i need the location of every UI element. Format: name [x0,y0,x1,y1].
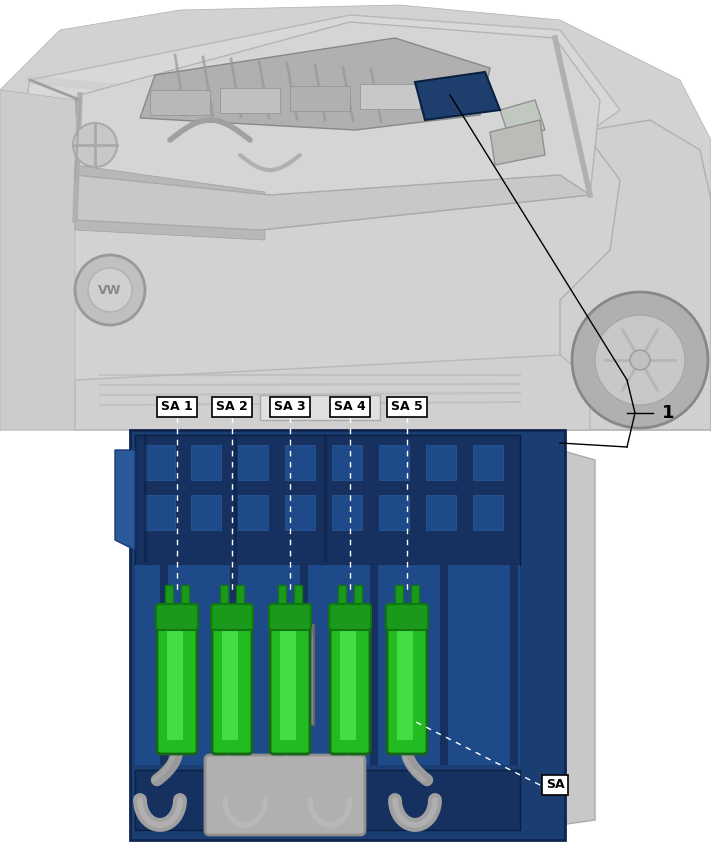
Bar [238,445,268,480]
Bar [332,445,362,480]
Polygon shape [75,40,590,195]
Circle shape [272,610,312,650]
Bar [220,585,228,620]
Bar [135,770,520,830]
Bar [270,625,314,725]
Bar [260,395,380,420]
Circle shape [88,268,132,312]
Polygon shape [525,440,595,830]
Polygon shape [560,120,711,430]
Bar [397,625,413,740]
Text: SA: SA [545,778,565,791]
FancyBboxPatch shape [157,611,197,754]
Circle shape [75,255,145,325]
FancyBboxPatch shape [205,755,365,835]
Bar [338,585,346,620]
Bar [165,585,173,620]
Polygon shape [490,120,545,165]
Bar [181,585,189,620]
Bar [379,495,409,530]
Text: SA 3: SA 3 [274,401,306,413]
Text: SA 1: SA 1 [161,401,193,413]
Bar [379,445,409,480]
Circle shape [73,123,117,167]
Bar [426,445,456,480]
Polygon shape [415,72,500,120]
FancyBboxPatch shape [270,611,310,754]
Polygon shape [115,450,135,550]
Bar [238,495,268,530]
Bar [135,565,520,765]
Bar [0,0,711,430]
Circle shape [630,350,650,370]
Bar [290,86,350,111]
Text: SA 4: SA 4 [334,401,366,413]
FancyBboxPatch shape [387,611,427,754]
Polygon shape [0,5,711,430]
Polygon shape [75,175,590,230]
Bar [130,430,565,840]
Bar [370,565,378,765]
FancyBboxPatch shape [386,604,428,630]
Bar [280,625,296,740]
Bar [294,585,302,620]
Bar [360,84,420,109]
Text: VW: VW [98,284,122,296]
Bar [426,495,456,530]
Bar [278,585,286,620]
Bar [440,565,448,765]
Bar [222,625,238,740]
Bar [160,565,168,765]
Text: SA 5: SA 5 [391,401,423,413]
FancyBboxPatch shape [329,604,371,630]
Bar [285,495,315,530]
Bar [340,625,356,740]
Text: 1: 1 [662,404,675,422]
Bar [230,565,238,765]
Bar [354,585,362,620]
Bar [220,88,280,113]
Bar [473,445,503,480]
Polygon shape [20,15,620,200]
Bar [150,90,210,115]
Circle shape [572,292,708,428]
Bar [285,445,315,480]
Polygon shape [500,100,545,140]
Bar [191,445,221,480]
Text: SA 2: SA 2 [216,401,248,413]
Polygon shape [100,58,535,178]
FancyBboxPatch shape [269,604,311,630]
Polygon shape [75,355,590,430]
FancyBboxPatch shape [211,604,253,630]
Bar [145,445,175,480]
Bar [191,495,221,530]
FancyBboxPatch shape [330,611,370,754]
Bar [411,585,419,620]
Bar [300,565,308,765]
Bar [145,495,175,530]
Bar [167,625,183,740]
Bar [332,495,362,530]
Polygon shape [75,22,600,230]
Bar [236,585,244,620]
Bar [510,565,518,765]
Bar [395,585,403,620]
Circle shape [595,315,685,405]
Polygon shape [75,165,265,240]
Polygon shape [140,38,490,130]
FancyBboxPatch shape [156,604,198,630]
FancyBboxPatch shape [212,611,252,754]
Polygon shape [0,90,80,430]
Bar [473,495,503,530]
Bar [135,435,520,565]
